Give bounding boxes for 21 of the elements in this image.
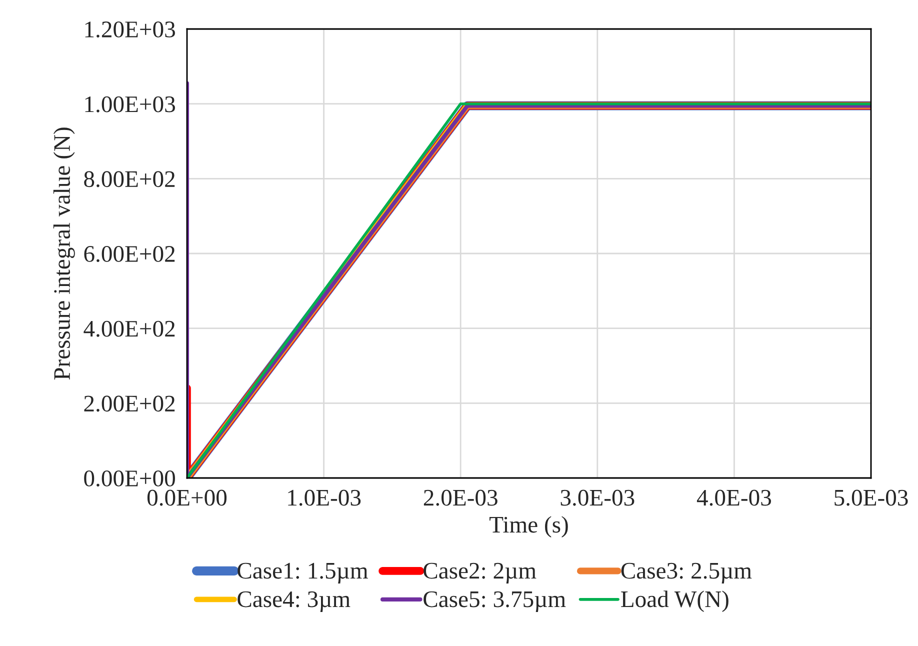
x-tick-label: 0.0E+00	[147, 490, 227, 506]
legend-label: Case4: 3µm	[238, 591, 350, 612]
y-tick-label: 1.20E+03	[85, 21, 175, 38]
y-tick-label: 8.00E+02	[84, 171, 175, 188]
y-tick-label: 0.00E+00	[84, 470, 175, 487]
x-tick-label: 3.0E-03	[560, 490, 634, 506]
legend-label: Case3: 2.5µm	[621, 562, 752, 584]
legend-label: Case5: 3.75µm	[424, 591, 566, 612]
x-tick-label: 2.0E-03	[424, 490, 498, 506]
x-tick-label: 1.0E-03	[288, 490, 361, 506]
y-tick-label: 1.00E+03	[85, 96, 175, 112]
y-tick-label: 4.00E+02	[84, 320, 175, 337]
x-tick-label: 5.0E-03	[834, 490, 908, 506]
x-tick-label: 4.0E-03	[696, 490, 771, 506]
legend-label: Case2: 2µm	[424, 562, 536, 584]
y-tick-label: 6.00E+02	[84, 246, 175, 262]
y-tick-label: 2.00E+02	[84, 396, 175, 412]
legend-label: Case1: 1.5µm	[238, 562, 368, 584]
legend-label: Load W(N)	[621, 590, 728, 612]
y-axis-title: Pressure integral value (N)	[53, 128, 75, 380]
x-axis-title: Time (s)	[490, 516, 568, 538]
